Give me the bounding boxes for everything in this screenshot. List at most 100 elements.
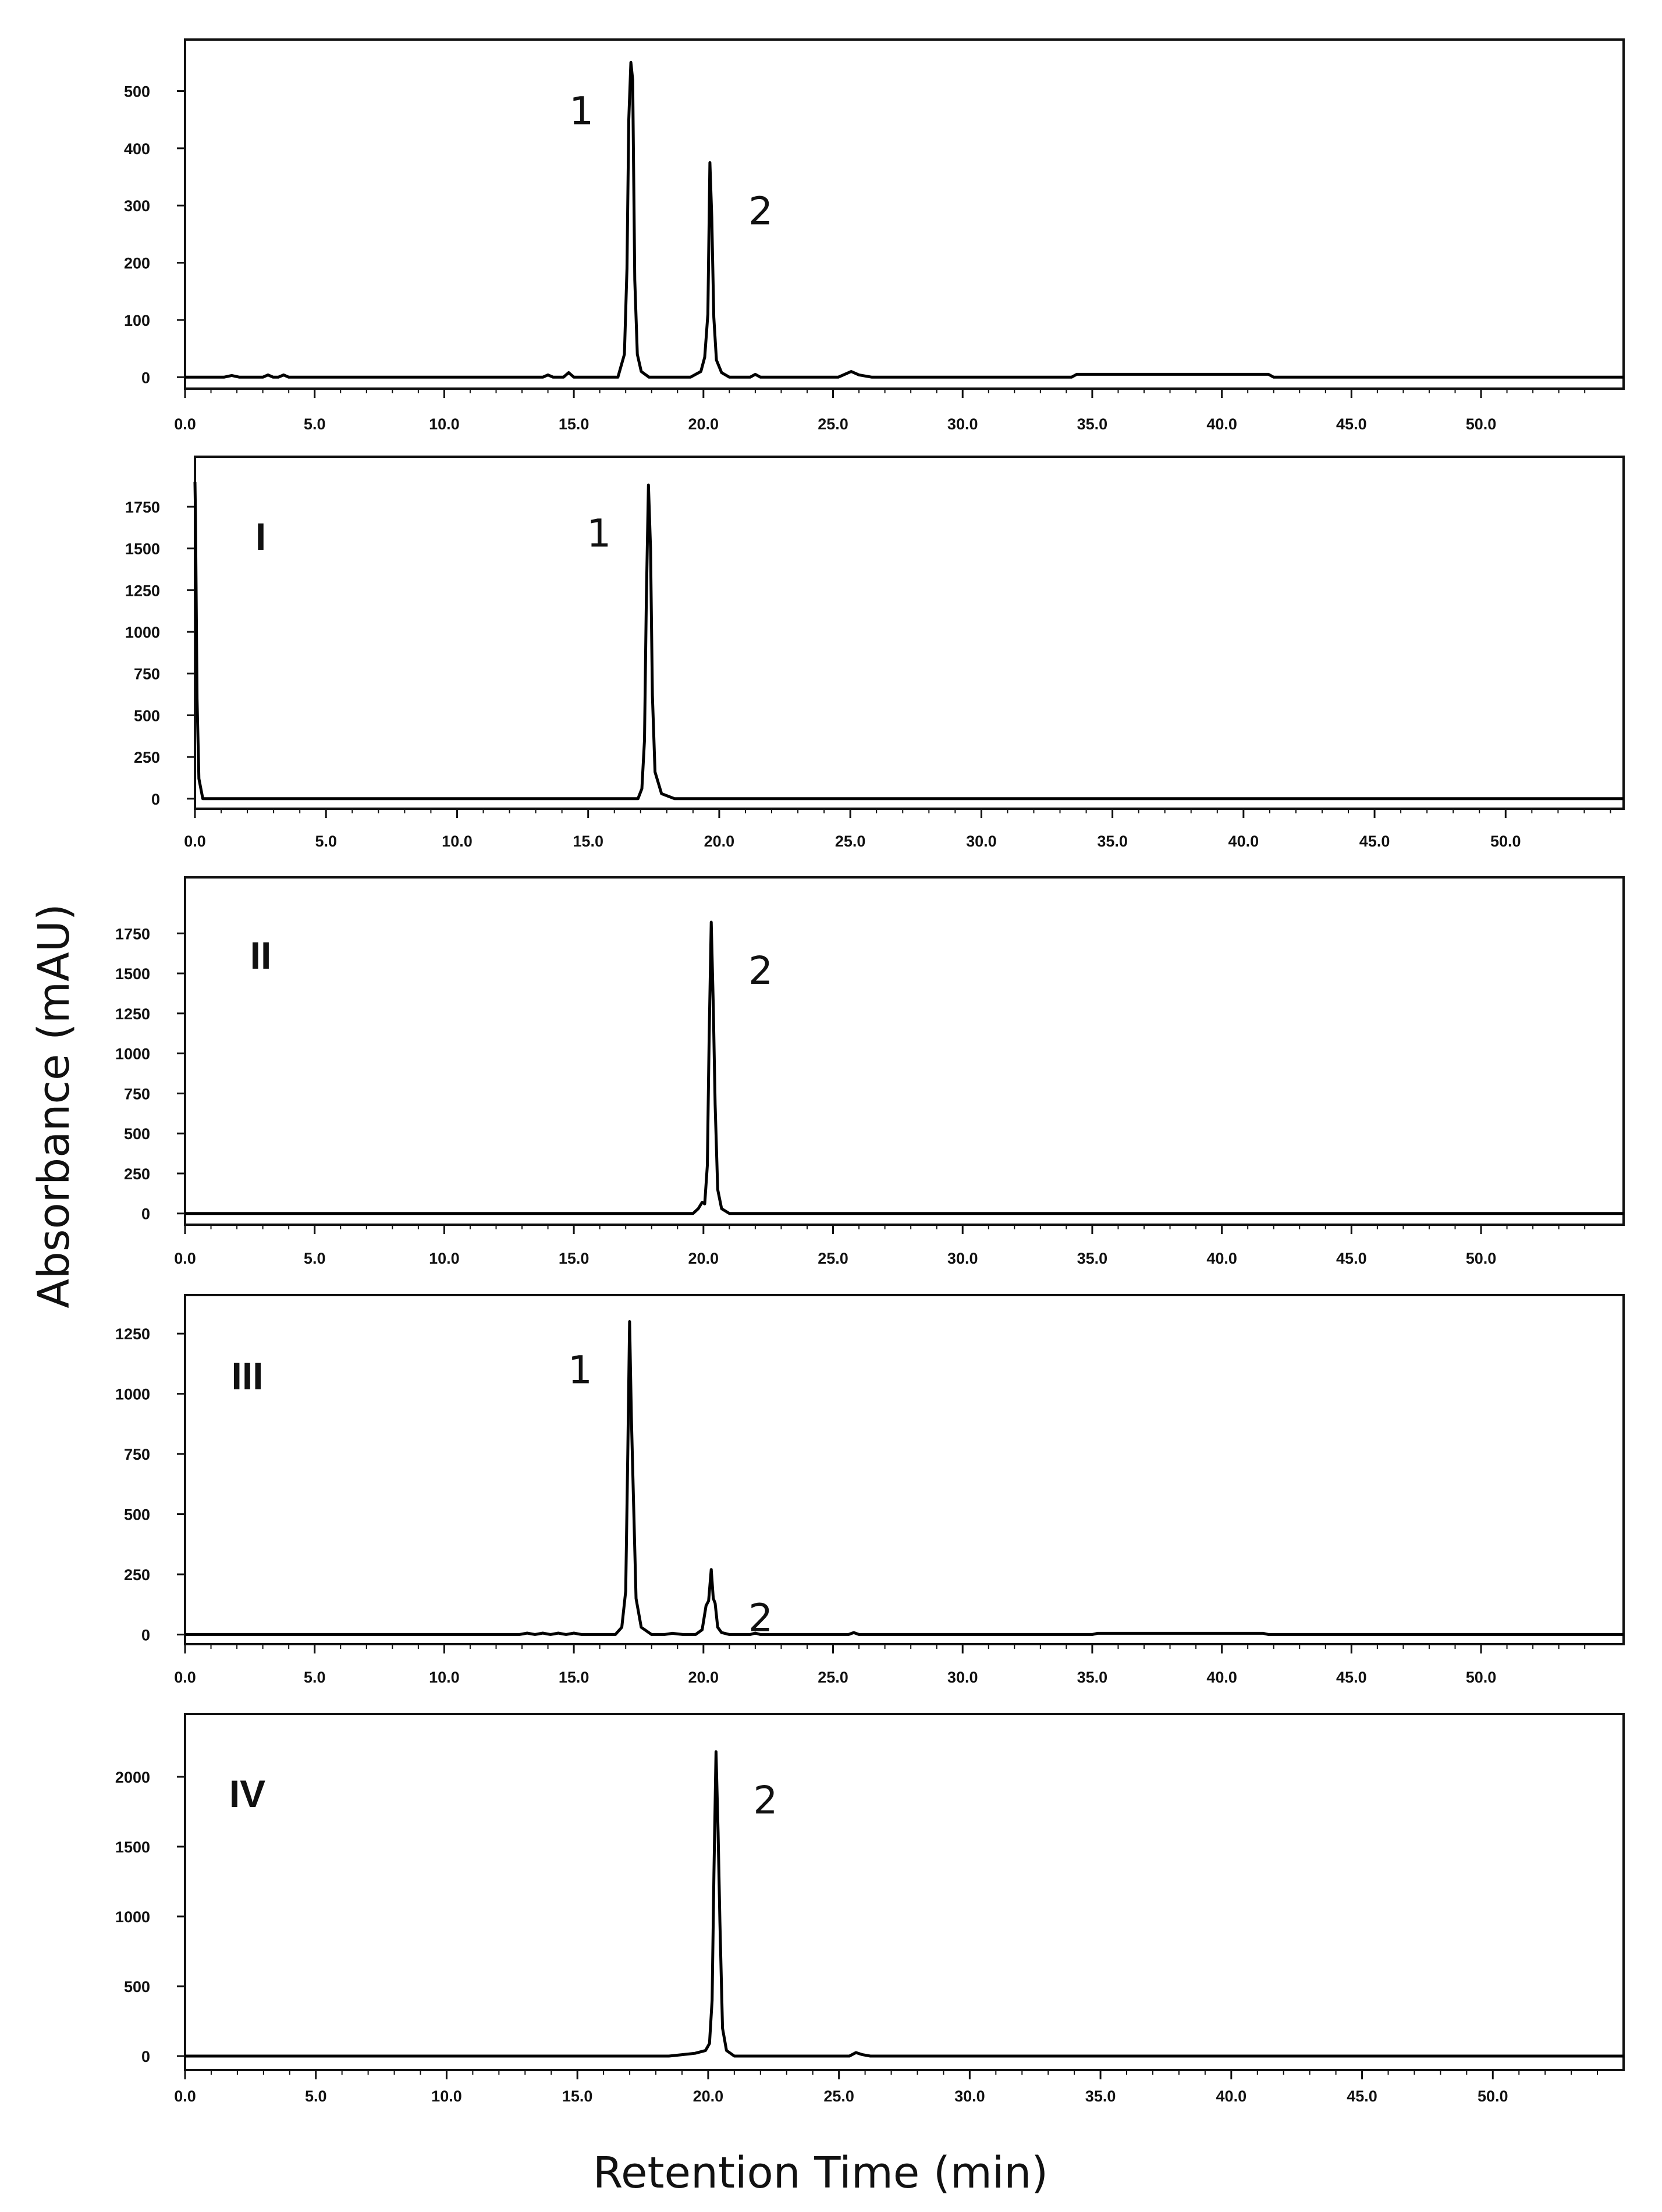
y-tick-label: 500 xyxy=(124,83,150,101)
x-tick-label: 50.0 xyxy=(1490,833,1521,850)
y-tick-label: 750 xyxy=(124,1085,150,1103)
x-tick-label: 25.0 xyxy=(818,1250,848,1267)
y-tick-label: 250 xyxy=(124,1165,150,1183)
x-tick-label: 20.0 xyxy=(688,1669,719,1686)
x-tick-label: 45.0 xyxy=(1359,833,1390,850)
x-tick-label: 30.0 xyxy=(966,833,997,850)
x-tick-label: 45.0 xyxy=(1336,1250,1367,1267)
panel-label: IV xyxy=(229,1772,265,1815)
y-tick-label: 1250 xyxy=(115,1005,150,1023)
chromatogram-trace xyxy=(185,1320,1624,1636)
peak-label: 1 xyxy=(587,511,611,556)
x-tick-label: 10.0 xyxy=(429,1250,460,1267)
x-tick-label: 40.0 xyxy=(1216,2087,1247,2105)
chromatogram-panel: 0.0 5.0 10.0 15.0 20.0 25.0 30.0 35.0 40.0 45.0 50… xyxy=(124,38,1625,433)
x-tick-label: 25.0 xyxy=(818,415,848,433)
x-tick-label: 50.0 xyxy=(1466,1250,1497,1267)
x-tick-label: 10.0 xyxy=(442,833,473,850)
y-tick-label: 400 xyxy=(124,140,150,158)
x-tick-label: 20.0 xyxy=(688,415,719,433)
x-tick-label: 15.0 xyxy=(559,1669,589,1686)
y-tick-label: 500 xyxy=(134,707,160,724)
y-tick-label: 1000 xyxy=(115,1908,150,1926)
x-tick-label: 0.0 xyxy=(174,1669,196,1686)
x-tick-label: 15.0 xyxy=(559,415,589,433)
x-tick-label: 15.0 xyxy=(562,2087,593,2105)
x-tick-label: 40.0 xyxy=(1206,1669,1237,1686)
panel-label: II xyxy=(250,934,272,977)
peak-label: 2 xyxy=(748,189,773,233)
y-axis-title: Absorbance (mAU) xyxy=(29,904,79,1308)
plot-frame xyxy=(184,876,1625,1226)
x-tick-label: 30.0 xyxy=(947,415,978,433)
x-axis-title: Retention Time (min) xyxy=(593,2148,1048,2198)
x-tick-label: 45.0 xyxy=(1347,2087,1377,2105)
y-tick-label: 1250 xyxy=(125,582,160,599)
peak-label: 2 xyxy=(748,1596,773,1641)
y-tick-label: 1750 xyxy=(115,925,150,943)
plot-frame xyxy=(184,1294,1625,1645)
x-tick-label: 45.0 xyxy=(1336,415,1367,433)
x-tick-label: 5.0 xyxy=(315,833,337,850)
y-tick-label: 500 xyxy=(124,1506,150,1524)
x-tick-label: 35.0 xyxy=(1077,1250,1108,1267)
chromatogram-panel: 0.0 5.0 10.0 15.0 20.0 25.0 30.0 35.0 40.0 45.0 50… xyxy=(115,876,1625,1267)
peak-label: 2 xyxy=(748,948,773,993)
x-tick-label: 35.0 xyxy=(1085,2087,1116,2105)
y-tick-label: 0 xyxy=(141,369,150,386)
plot-frame xyxy=(184,38,1625,390)
x-tick-label: 0.0 xyxy=(174,1250,196,1267)
x-tick-label: 40.0 xyxy=(1228,833,1259,850)
plot-frame xyxy=(184,1713,1625,2071)
x-tick-label: 20.0 xyxy=(688,1250,719,1267)
x-tick-label: 5.0 xyxy=(304,1250,326,1267)
peak-label: 1 xyxy=(569,88,594,133)
x-tick-label: 25.0 xyxy=(835,833,866,850)
peak-label: 2 xyxy=(753,1778,777,1823)
x-tick-label: 10.0 xyxy=(429,415,460,433)
y-tick-label: 0 xyxy=(141,2048,150,2065)
x-tick-label: 5.0 xyxy=(304,415,326,433)
panel-label: I xyxy=(255,515,266,558)
x-tick-label: 30.0 xyxy=(954,2087,985,2105)
chromatogram-panel: 0.0 5.0 10.0 15.0 20.0 25.0 30.0 35.0 40.0 45.0 50… xyxy=(115,1713,1625,2105)
x-tick-label: 0.0 xyxy=(174,415,196,433)
x-tick-label: 20.0 xyxy=(693,2087,724,2105)
y-tick-label: 500 xyxy=(124,1125,150,1143)
x-tick-label: 40.0 xyxy=(1206,1250,1237,1267)
y-tick-label: 750 xyxy=(124,1446,150,1463)
y-tick-label: 1500 xyxy=(115,1838,150,1856)
x-tick-label: 40.0 xyxy=(1206,415,1237,433)
y-tick-label: 500 xyxy=(124,1978,150,1996)
x-tick-label: 30.0 xyxy=(947,1669,978,1686)
chromatogram-trace xyxy=(185,61,1624,379)
panel-label: III xyxy=(231,1354,263,1397)
x-tick-label: 50.0 xyxy=(1466,415,1497,433)
y-tick-label: 750 xyxy=(134,666,160,683)
x-tick-label: 35.0 xyxy=(1077,1669,1108,1686)
y-tick-label: 1250 xyxy=(115,1325,150,1343)
y-tick-label: 200 xyxy=(124,255,150,272)
y-tick-label: 1500 xyxy=(125,540,160,558)
x-tick-label: 5.0 xyxy=(304,1669,326,1686)
x-tick-label: 5.0 xyxy=(305,2087,327,2105)
chromatogram-trace xyxy=(193,481,1624,801)
y-tick-label: 0 xyxy=(141,1205,150,1223)
y-tick-label: 1750 xyxy=(125,499,160,516)
y-tick-label: 1000 xyxy=(115,1386,150,1403)
peak-label: 1 xyxy=(568,1348,592,1393)
x-tick-label: 50.0 xyxy=(1478,2087,1508,2105)
y-tick-label: 100 xyxy=(124,312,150,329)
chromatogram-panel: 0.0 5.0 10.0 15.0 20.0 25.0 30.0 35.0 40.0 45.0 50… xyxy=(115,1294,1625,1686)
x-tick-label: 35.0 xyxy=(1097,833,1128,850)
chromatogram-panel: 0.0 5.0 10.0 15.0 20.0 25.0 30.0 35.0 40.0 45.0 50… xyxy=(125,456,1625,850)
x-tick-label: 35.0 xyxy=(1077,415,1108,433)
chromatogram-trace xyxy=(185,920,1624,1215)
x-tick-label: 45.0 xyxy=(1336,1669,1367,1686)
y-tick-label: 0 xyxy=(141,1626,150,1644)
x-tick-label: 30.0 xyxy=(947,1250,978,1267)
x-tick-label: 15.0 xyxy=(573,833,603,850)
y-tick-label: 1500 xyxy=(115,965,150,983)
